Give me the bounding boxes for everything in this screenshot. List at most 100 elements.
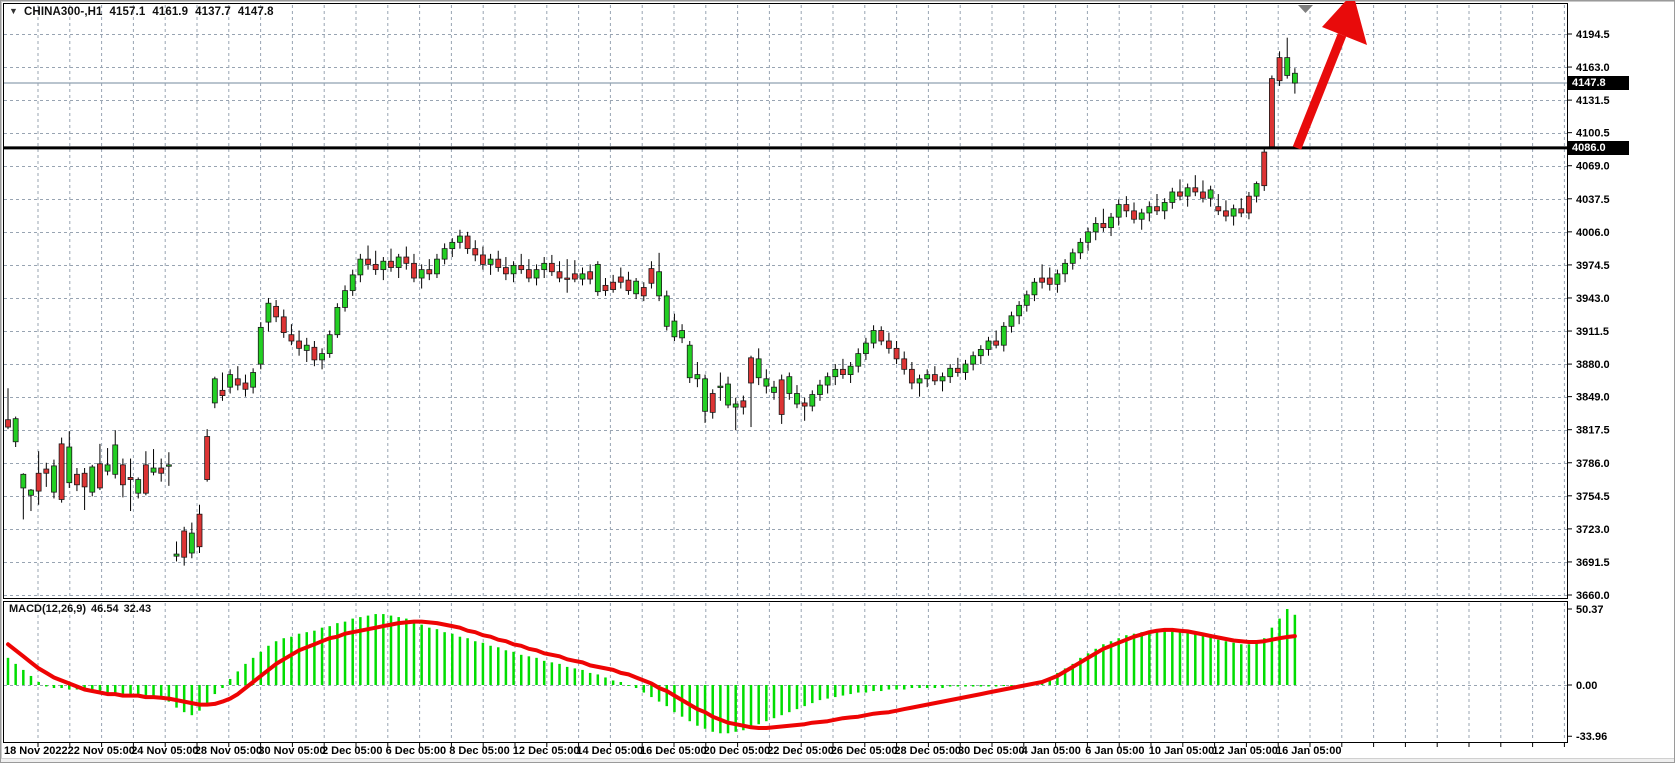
candle-body bbox=[303, 344, 310, 351]
candle-body bbox=[1000, 325, 1007, 346]
candle-body bbox=[771, 386, 777, 393]
svg-text:3754.5: 3754.5 bbox=[1576, 491, 1610, 503]
svg-text:12 Jan 05:00: 12 Jan 05:00 bbox=[1212, 745, 1277, 757]
svg-text:3660.0: 3660.0 bbox=[1576, 590, 1610, 602]
macd-bar bbox=[113, 685, 117, 693]
macd-bar bbox=[1247, 644, 1251, 685]
candle-body bbox=[242, 382, 249, 390]
macd-bar bbox=[604, 677, 607, 685]
candle-body bbox=[89, 466, 96, 493]
macd-bar bbox=[1278, 618, 1281, 685]
candle-body bbox=[518, 265, 525, 271]
macd-bar bbox=[703, 685, 707, 729]
macd-bar bbox=[175, 685, 178, 708]
macd-bar bbox=[879, 685, 883, 692]
ohlc-low: 4137.7 bbox=[195, 6, 231, 18]
candle-body bbox=[878, 330, 885, 342]
candle-body bbox=[977, 348, 984, 357]
candle-body bbox=[250, 372, 257, 388]
macd-bar bbox=[45, 685, 48, 687]
macd-bar bbox=[650, 685, 653, 698]
candle-body bbox=[403, 256, 410, 264]
macd-bar bbox=[596, 674, 600, 685]
candle-body bbox=[211, 378, 218, 404]
candle-body bbox=[656, 271, 662, 297]
candle-body bbox=[112, 444, 119, 475]
macd-bar bbox=[267, 645, 270, 685]
ohlc-close: 4147.8 bbox=[237, 6, 274, 18]
candle-body bbox=[288, 334, 295, 342]
macd-bar bbox=[1217, 639, 1220, 685]
macd-bar bbox=[803, 685, 806, 707]
macd-bar bbox=[1148, 630, 1151, 685]
grid bbox=[4, 5, 1567, 741]
macd-bar bbox=[1201, 635, 1205, 685]
candle-body bbox=[150, 467, 157, 473]
candle-body bbox=[1192, 187, 1199, 193]
svg-text:18 Nov 2022: 18 Nov 2022 bbox=[4, 745, 68, 757]
macd-bar bbox=[228, 678, 232, 685]
macd-bar bbox=[1163, 629, 1166, 685]
macd-bar bbox=[167, 685, 171, 702]
svg-text:4100.5: 4100.5 bbox=[1576, 128, 1610, 140]
svg-text:30 Dec 05:00: 30 Dec 05:00 bbox=[958, 745, 1025, 757]
candle-body bbox=[886, 340, 892, 349]
macd-bar bbox=[37, 681, 40, 685]
macd-bar bbox=[98, 685, 102, 693]
candle-body bbox=[809, 394, 816, 407]
candle-body bbox=[357, 258, 364, 276]
candle-body bbox=[579, 273, 586, 280]
candle-body bbox=[388, 260, 394, 268]
candle-body bbox=[120, 464, 126, 486]
candle-body bbox=[709, 393, 716, 413]
macd-bar bbox=[428, 627, 431, 685]
macd-bar bbox=[244, 663, 247, 685]
candle-body bbox=[1253, 183, 1260, 197]
candle-body bbox=[372, 263, 379, 271]
current-price-badge: 4147.8 bbox=[1568, 76, 1629, 90]
candle-body bbox=[594, 263, 601, 293]
candle-body bbox=[510, 265, 517, 275]
macd-bar bbox=[213, 685, 217, 695]
macd-bar bbox=[818, 685, 822, 701]
macd-bar bbox=[474, 641, 477, 685]
macd-bar bbox=[1117, 638, 1120, 685]
candle-body bbox=[173, 553, 180, 557]
macd-bar bbox=[1010, 685, 1013, 686]
macd-bar bbox=[458, 636, 462, 685]
candle-body bbox=[794, 393, 800, 405]
macd-bar bbox=[948, 685, 952, 687]
macd-bar bbox=[834, 685, 837, 698]
macd-bar bbox=[1155, 629, 1159, 685]
macd-bar bbox=[121, 685, 125, 695]
macd-bar bbox=[657, 685, 661, 702]
candle-body bbox=[502, 267, 509, 275]
macd-bar bbox=[351, 618, 354, 685]
candle-body bbox=[1238, 208, 1245, 214]
macd-bar bbox=[389, 615, 393, 685]
svg-text:3723.0: 3723.0 bbox=[1576, 524, 1610, 536]
svg-text:6 Dec 05:00: 6 Dec 05:00 bbox=[386, 745, 447, 757]
candle-body bbox=[334, 307, 341, 336]
macd-bar bbox=[550, 662, 554, 685]
macd-bar bbox=[443, 632, 446, 685]
candle-body bbox=[962, 363, 969, 373]
macd-value: 46.54 bbox=[91, 603, 119, 615]
macd-bar bbox=[313, 630, 316, 685]
macd-bar bbox=[527, 656, 531, 685]
symbol-dropdown-icon[interactable]: ▼ bbox=[9, 6, 19, 16]
candle-body bbox=[725, 383, 731, 406]
candle-body bbox=[1123, 204, 1130, 212]
candle-body bbox=[817, 384, 823, 395]
candle-body bbox=[740, 400, 747, 408]
svg-text:22 Nov 05:00: 22 Nov 05:00 bbox=[68, 745, 135, 757]
macd-bar bbox=[129, 685, 132, 695]
macd-bar bbox=[1171, 630, 1174, 685]
candle-body bbox=[954, 367, 961, 373]
candle-body bbox=[863, 342, 869, 354]
svg-text:28 Dec 05:00: 28 Dec 05:00 bbox=[894, 745, 961, 757]
candle-body bbox=[395, 256, 402, 268]
macd-bar bbox=[374, 614, 377, 685]
macd-bar bbox=[451, 633, 454, 685]
